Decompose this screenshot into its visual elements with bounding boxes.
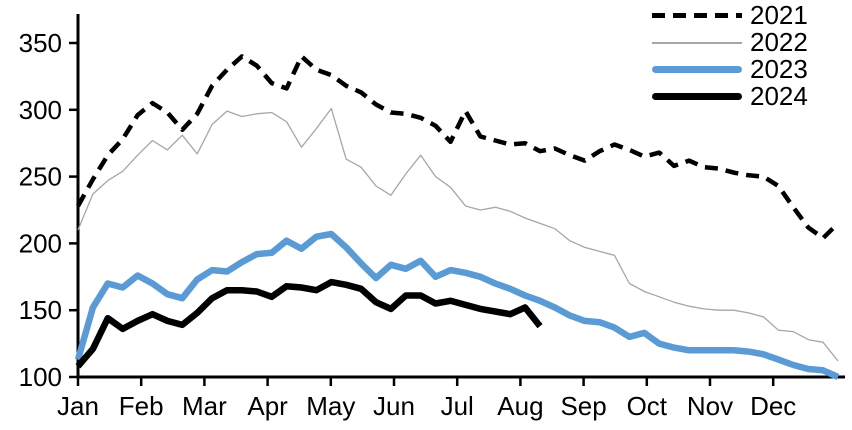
legend-line-dashed-icon	[652, 13, 742, 18]
legend-label-2023: 2023	[750, 54, 808, 84]
x-tick-label: Jun	[373, 391, 415, 421]
legend: 2021 2022 2023 2024	[652, 2, 808, 110]
x-tick-label: Aug	[497, 391, 543, 421]
legend-item-2022: 2022	[652, 29, 808, 56]
legend-label-2022: 2022	[750, 27, 808, 57]
x-tick-label: Dec	[750, 391, 796, 421]
legend-label-2024: 2024	[750, 81, 808, 111]
y-tick-label: 100	[19, 362, 62, 392]
y-tick-label: 350	[19, 28, 62, 58]
y-tick-label: 250	[19, 162, 62, 192]
y-tick-label: 300	[19, 95, 62, 125]
y-tick-label: 200	[19, 228, 62, 258]
series-line-2022	[77, 107, 839, 362]
x-tick-label: Oct	[627, 391, 668, 421]
legend-line-gray-icon	[652, 41, 742, 44]
x-tick-label: Feb	[119, 391, 164, 421]
x-tick-label: Jan	[57, 391, 99, 421]
series-line-2023	[74, 230, 840, 380]
x-tick-label: Nov	[687, 391, 733, 421]
x-tick-label: May	[306, 391, 355, 421]
series-line-2021	[76, 54, 840, 241]
x-tick-label: Mar	[182, 391, 227, 421]
x-tick-label: Sep	[560, 391, 606, 421]
y-tick-label: 150	[19, 295, 62, 325]
legend-line-blue-icon	[652, 66, 742, 73]
x-tick-label: Jul	[441, 391, 474, 421]
x-tick-label: Apr	[247, 391, 288, 421]
legend-label-2021: 2021	[750, 0, 808, 30]
legend-item-2024: 2024	[652, 83, 808, 110]
legend-item-2021: 2021	[652, 2, 808, 29]
legend-line-black-icon	[652, 93, 742, 100]
series-line-2024	[75, 278, 543, 369]
legend-item-2023: 2023	[652, 56, 808, 83]
